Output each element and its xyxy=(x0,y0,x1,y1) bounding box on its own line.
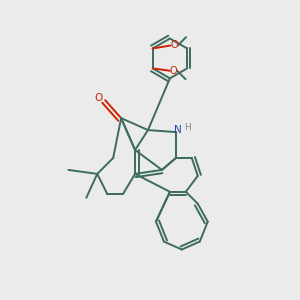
Text: O: O xyxy=(170,66,177,76)
Text: N: N xyxy=(174,125,182,135)
Text: O: O xyxy=(94,93,103,103)
Text: O: O xyxy=(170,40,178,50)
Text: H: H xyxy=(184,123,191,132)
